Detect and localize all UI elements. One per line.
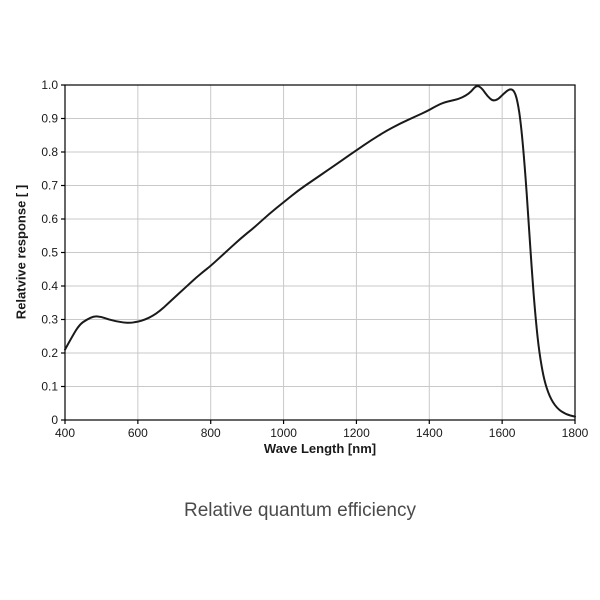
y-tick-label: 0 [51, 413, 58, 427]
x-tick-label: 1400 [416, 426, 443, 440]
x-tick-label: 1200 [343, 426, 370, 440]
y-tick-label: 0.8 [41, 145, 58, 159]
x-tick-label: 1000 [270, 426, 297, 440]
x-tick-label: 400 [55, 426, 75, 440]
y-tick-label: 1.0 [41, 78, 58, 92]
y-tick-label: 0.4 [41, 279, 58, 293]
y-tick-label: 0.2 [41, 346, 58, 360]
y-tick-label: 0.9 [41, 112, 58, 126]
chart-caption: Relative quantum efficiency [184, 500, 416, 521]
y-tick-label: 0.6 [41, 212, 58, 226]
x-tick-label: 800 [201, 426, 221, 440]
x-tick-label: 1600 [489, 426, 516, 440]
response-curve [64, 85, 576, 418]
x-tick-label: 600 [128, 426, 148, 440]
y-axis-label: Relatvive response [ ] [13, 184, 29, 320]
y-tick-label: 0.5 [41, 246, 58, 260]
y-tick-label: 0.3 [41, 313, 58, 327]
quantum-efficiency-chart: 400 600 800 1000 1200 1400 1600 1800 0 0.1 0.2 0.3 0… [13, 78, 589, 456]
x-axis-label: Wave Length [nm] [263, 441, 377, 456]
y-tick-label: 0.7 [41, 179, 58, 193]
y-tick-label: 0.1 [41, 380, 58, 394]
x-tick-label: 1800 [562, 426, 589, 440]
chart-svg: 400 600 800 1000 1200 1400 1600 1800 0 0.1 0.2 0.3 0… [41, 78, 589, 440]
